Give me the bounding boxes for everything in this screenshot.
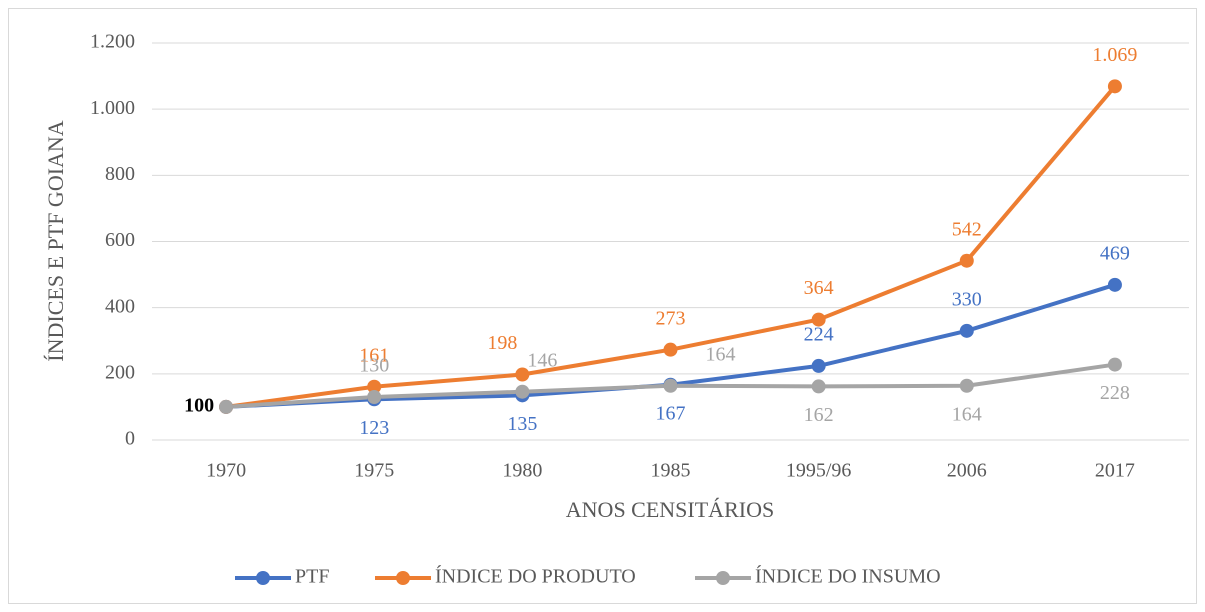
data-label: 130 [359,355,389,377]
y-tick-label: 600 [105,229,135,251]
data-label: 100 [184,395,214,417]
legend-marker [716,571,730,585]
data-label: 469 [1100,242,1130,264]
data-point [367,379,382,394]
data-point [811,379,826,394]
x-tick-label: 1970 [206,460,246,482]
data-label: 228 [1100,382,1130,404]
data-point [959,253,974,268]
data-point [663,342,678,357]
x-tick-label: 2006 [947,460,987,482]
data-label: 135 [507,413,537,435]
data-label: 273 [656,307,686,329]
x-tick-label: 1985 [651,460,691,482]
y-tick-label: 400 [105,295,135,317]
data-label: 123 [359,417,389,439]
data-point [515,367,530,382]
data-label: 330 [952,288,982,310]
data-point [1107,79,1122,94]
legend-label: ÍNDICE DO INSUMO [755,565,941,588]
data-point [219,399,234,414]
data-label: 1.069 [1092,44,1137,66]
y-tick-label: 0 [125,428,135,450]
data-point [515,384,530,399]
data-label: 224 [804,323,834,345]
data-label: 164 [952,403,982,425]
data-point [959,323,974,338]
data-label: 198 [487,332,517,354]
data-label: 162 [804,404,834,426]
data-label: 542 [952,218,982,240]
data-point [811,358,826,373]
data-label: 146 [527,349,557,371]
x-axis-label: ANOS CENSITÁRIOS [566,497,774,522]
x-tick-label: 2017 [1095,460,1135,482]
y-tick-label: 1.200 [90,31,135,53]
legend-label: PTF [295,566,329,588]
x-tick-label: 1980 [502,460,542,482]
legend-marker [256,571,270,585]
y-axis-label: ÍNDICES E PTF GOIANA [43,120,68,362]
x-tick-label: 1975 [354,460,394,482]
data-label: 167 [656,402,686,424]
chart-border [8,8,1197,604]
y-tick-label: 1.000 [90,97,135,119]
legend-label: ÍNDICE DO PRODUTO [435,565,636,588]
data-point [367,389,382,404]
y-tick-label: 800 [105,163,135,185]
data-label: 364 [804,277,834,299]
data-point [811,312,826,327]
data-point [1107,357,1122,372]
x-tick-label: 1995/96 [786,460,852,482]
data-label: 161 [359,344,389,366]
data-point [959,378,974,393]
data-label: 164 [706,343,736,365]
legend-marker [396,571,410,585]
data-point [663,378,678,393]
data-point [1107,277,1122,292]
y-tick-label: 200 [105,361,135,383]
